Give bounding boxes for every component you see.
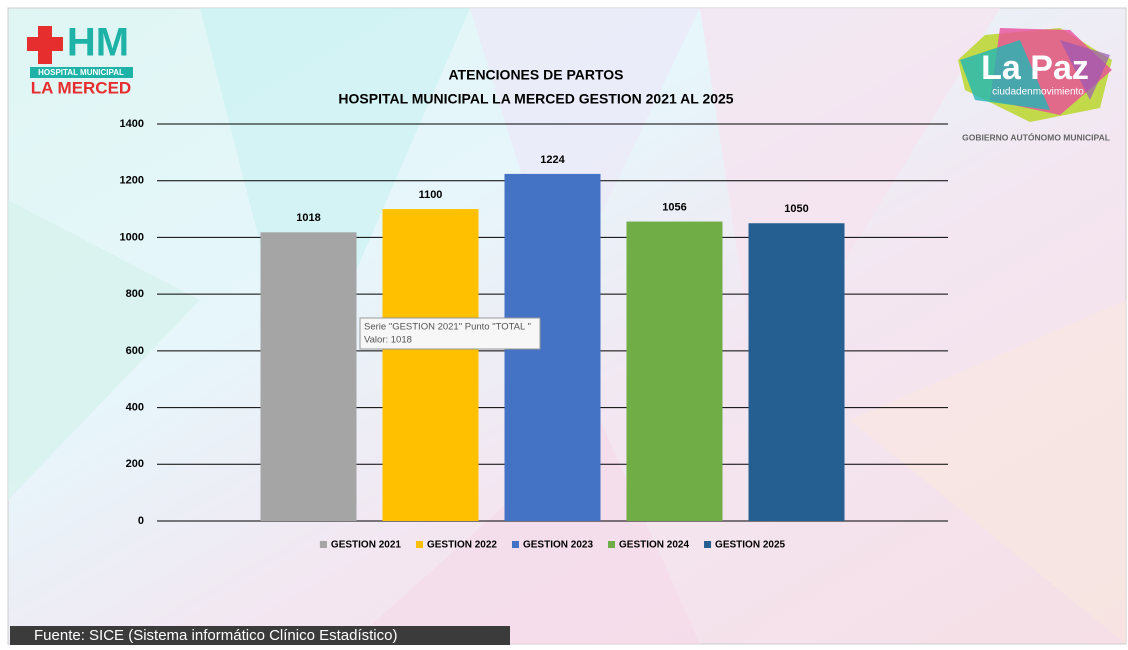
hospital-text: HOSPITAL MUNICIPAL: [38, 68, 124, 77]
legend-swatch: [511, 541, 519, 548]
value-label: 1018: [296, 212, 320, 224]
merced-text: LA MERCED: [31, 78, 131, 97]
bar: [626, 221, 723, 521]
y-tick-label: 200: [126, 458, 144, 470]
value-label: 1100: [419, 189, 443, 201]
legend-label: GESTION 2024: [619, 540, 689, 551]
bg-shape: [350, 420, 700, 644]
y-tick-label: 800: [126, 288, 144, 300]
legend-swatch: [608, 541, 616, 548]
y-tick-label: 400: [126, 401, 144, 413]
y-tick-label: 1000: [120, 231, 144, 243]
y-tick-label: 1200: [120, 175, 144, 187]
chart-title: ATENCIONES DE PARTOS: [448, 67, 623, 83]
plot: 0 200 400 600 800 1000 1200 1400 1018 1100 1224 105…: [120, 118, 948, 551]
bar: [260, 232, 357, 521]
legend-swatch: [415, 541, 423, 548]
cross: [27, 37, 63, 51]
value-label: 1050: [784, 203, 808, 215]
chart-subtitle: HOSPITAL MUNICIPAL LA MERCED GESTION 202…: [338, 91, 733, 107]
legend-label: GESTION 2023: [523, 540, 593, 551]
y-tick-label: 1400: [120, 118, 144, 130]
legend-swatch: [319, 541, 327, 548]
logo-shape: [1060, 40, 1110, 100]
gobierno-text: GOBIERNO AUTÓNOMO MUNICIPAL: [962, 131, 1110, 142]
tooltip-line: Serie "GESTION 2021" Punto "TOTAL ": [364, 322, 531, 333]
legend-label: GESTION 2025: [715, 540, 785, 551]
hm-text: HM: [67, 21, 129, 65]
tooltip-line: Valor: 1018: [364, 335, 412, 346]
footer-bar: [10, 626, 510, 645]
hm-logo: HM HOSPITAL MUNICIPAL LA MERCED: [27, 21, 133, 97]
tooltip-box: [359, 317, 541, 350]
tooltip: Serie "GESTION 2021" Punto "TOTAL " Valo…: [359, 317, 541, 350]
bg-shape: [470, 8, 700, 300]
bar: [382, 209, 479, 522]
logo-shape: [960, 40, 1050, 110]
y-tick-label: 0: [138, 515, 144, 527]
y-tick-label: 600: [126, 345, 144, 357]
logo-band: [30, 67, 133, 78]
bg-shape: [8, 200, 200, 500]
value-label: 1056: [662, 201, 686, 213]
bar: [748, 223, 845, 521]
legend-label: GESTION 2022: [427, 540, 497, 551]
legend-label: GESTION 2021: [331, 540, 401, 551]
bg-shape: [850, 300, 1126, 644]
bg-shape: [200, 8, 470, 400]
footer-text: Fuente: SICE (Sistema informático Clínic…: [34, 627, 397, 644]
value-label: 1224: [540, 154, 565, 166]
lapaz-text: La Paz: [981, 49, 1089, 87]
legend-swatch: [704, 541, 712, 548]
lapaz-sub: ciudadenmovimiento: [992, 87, 1084, 98]
lapaz-logo: La Paz ciudadenmovimiento GOBIERNO AUTÓN…: [958, 28, 1112, 142]
